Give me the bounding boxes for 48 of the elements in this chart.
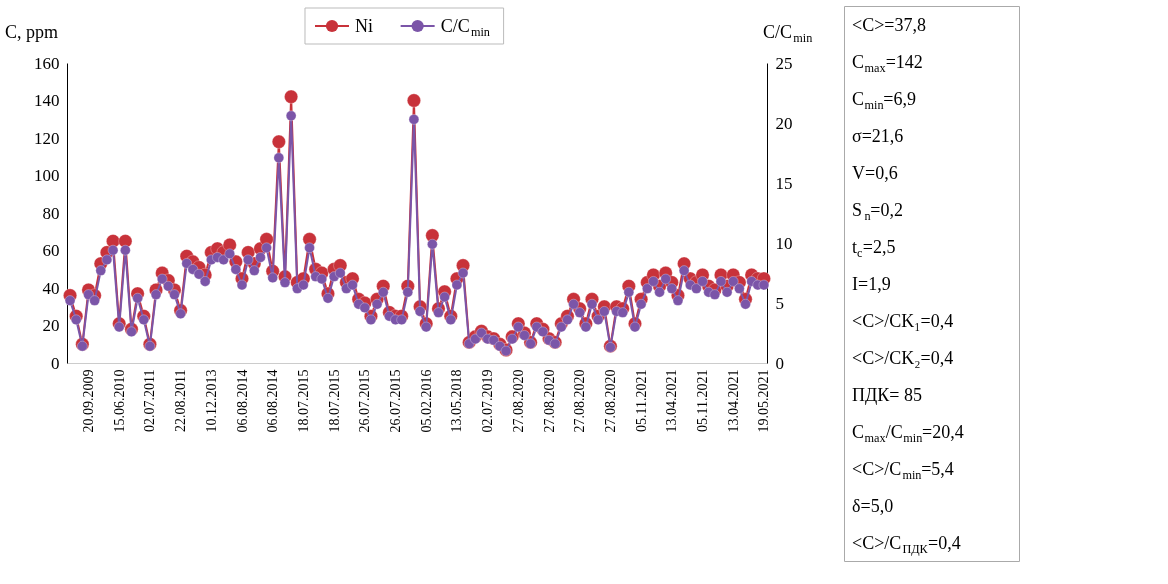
text: <C>/CK₁=0,4: [852, 311, 954, 332]
x-tick-label: 02.07.2011: [142, 369, 158, 432]
x-tick-label: 10.12.2013: [203, 369, 219, 433]
x-tick-label: 06.08.2014: [265, 369, 281, 433]
text: <C>=37,8: [852, 15, 926, 36]
y-tick-label: 20: [42, 316, 60, 335]
x-tick-label: 27.08.2020: [510, 369, 526, 433]
x-tick-label: 13.04.2021: [725, 369, 741, 433]
x-tick-label: 19.05.2021: [756, 369, 772, 433]
x-tick-label: 27.08.2020: [602, 369, 618, 433]
y-tick-label: 40: [42, 278, 60, 298]
x-tick-label: 05.11.2021: [695, 369, 711, 432]
x-tick-label: 26.07.2015: [388, 369, 404, 433]
y2-tick-label: 5: [775, 293, 784, 313]
y-tick-label: 60: [42, 241, 60, 260]
y2-tick-label: 15: [775, 173, 793, 193]
y2-tick-label: 20: [775, 113, 793, 133]
x-tick-label: 20.09.2009: [80, 369, 96, 433]
text: V=0,6: [852, 163, 898, 184]
y-tick-label: 140: [34, 91, 60, 110]
x-tick-label: 22.08.2011: [173, 369, 189, 432]
y-tick-label: 160: [34, 53, 60, 73]
legend-label: Ni: [355, 16, 373, 36]
x-tick-label: 06.08.2014: [234, 369, 250, 433]
x-tick-label: 02.07.2019: [480, 369, 496, 433]
x-tick-label: 13.04.2021: [664, 369, 680, 433]
x-tick-label: 27.08.2020: [572, 369, 588, 433]
y-tick-label: 120: [34, 128, 60, 148]
text: δ=5,0: [852, 496, 894, 517]
y-tick-label: 0: [51, 353, 60, 373]
x-tick-label: 13.05.2018: [449, 369, 465, 433]
text: <C>/CK₂=0,4: [852, 348, 954, 369]
x-tick-label: 05.02.2016: [418, 369, 434, 433]
y2-tick-label: 0: [775, 353, 784, 373]
y-axis-title: C, ppm: [5, 22, 59, 42]
y2-tick-label: 25: [775, 53, 793, 73]
y-tick-label: 100: [34, 166, 60, 185]
x-tick-label: 15.06.2010: [111, 369, 127, 433]
y2-tick-label: 10: [775, 233, 793, 253]
text: σ=21,6: [852, 126, 904, 147]
x-tick-label: 18.07.2015: [295, 369, 311, 433]
text: ПДК= 85: [852, 385, 922, 406]
x-tick-label: 05.11.2021: [633, 369, 649, 432]
x-tick-label: 26.07.2015: [357, 369, 373, 433]
text: I=1,9: [852, 274, 891, 295]
y-tick-label: 80: [42, 203, 60, 223]
x-tick-label: 27.08.2020: [541, 369, 557, 433]
x-tick-label: 18.07.2015: [326, 369, 342, 433]
